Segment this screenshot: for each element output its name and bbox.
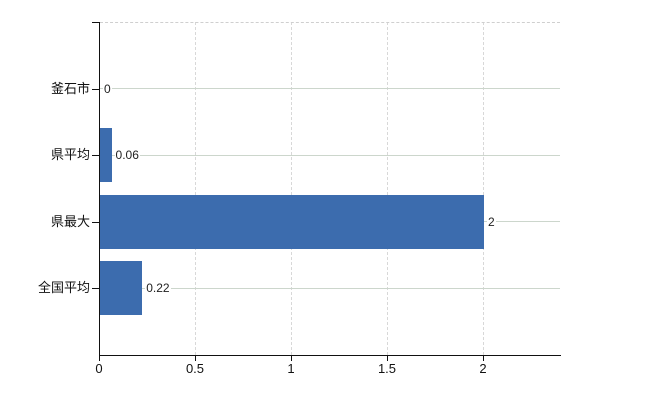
x-tick-label: 1 (287, 361, 295, 376)
value-label: 0.22 (145, 280, 171, 297)
y-axis-tick (92, 88, 99, 90)
category-label: 全国平均 (37, 280, 90, 296)
x-axis-tick (195, 355, 196, 361)
bar (100, 128, 112, 183)
x-tick-label: 0.5 (185, 361, 205, 376)
y-axis-line (99, 22, 100, 356)
value-label: 2 (487, 213, 496, 230)
x-tick-label: 1.5 (377, 361, 397, 376)
category-gridline (100, 154, 560, 156)
x-axis-line (99, 355, 561, 356)
x-tick-label: 0 (95, 361, 103, 376)
category-label: 釜石市 (50, 80, 90, 96)
plot-top-border (100, 22, 560, 23)
value-label: 0.06 (114, 147, 140, 164)
plot-area: 0 0.06 2 0.22 (92, 22, 560, 361)
category-gridline (100, 88, 560, 90)
category-label: 県最大 (50, 213, 90, 229)
x-axis-tick (99, 355, 100, 361)
v-gridline (291, 22, 292, 355)
y-axis-tick (92, 221, 99, 223)
x-tick-label: 2 (479, 361, 487, 376)
bar (100, 261, 143, 316)
bar (100, 194, 484, 249)
v-gridline (483, 22, 484, 355)
category-label: 県平均 (50, 147, 90, 163)
x-axis-tick (483, 355, 484, 361)
y-axis-tick (92, 288, 99, 290)
v-gridline (195, 22, 196, 355)
category-gridline (100, 287, 560, 289)
y-axis-tick (92, 22, 99, 23)
value-label: 0 (103, 80, 112, 97)
y-axis-tick (92, 155, 99, 157)
x-axis-tick (387, 355, 388, 361)
x-axis-tick (291, 355, 292, 361)
v-gridline (387, 22, 388, 355)
